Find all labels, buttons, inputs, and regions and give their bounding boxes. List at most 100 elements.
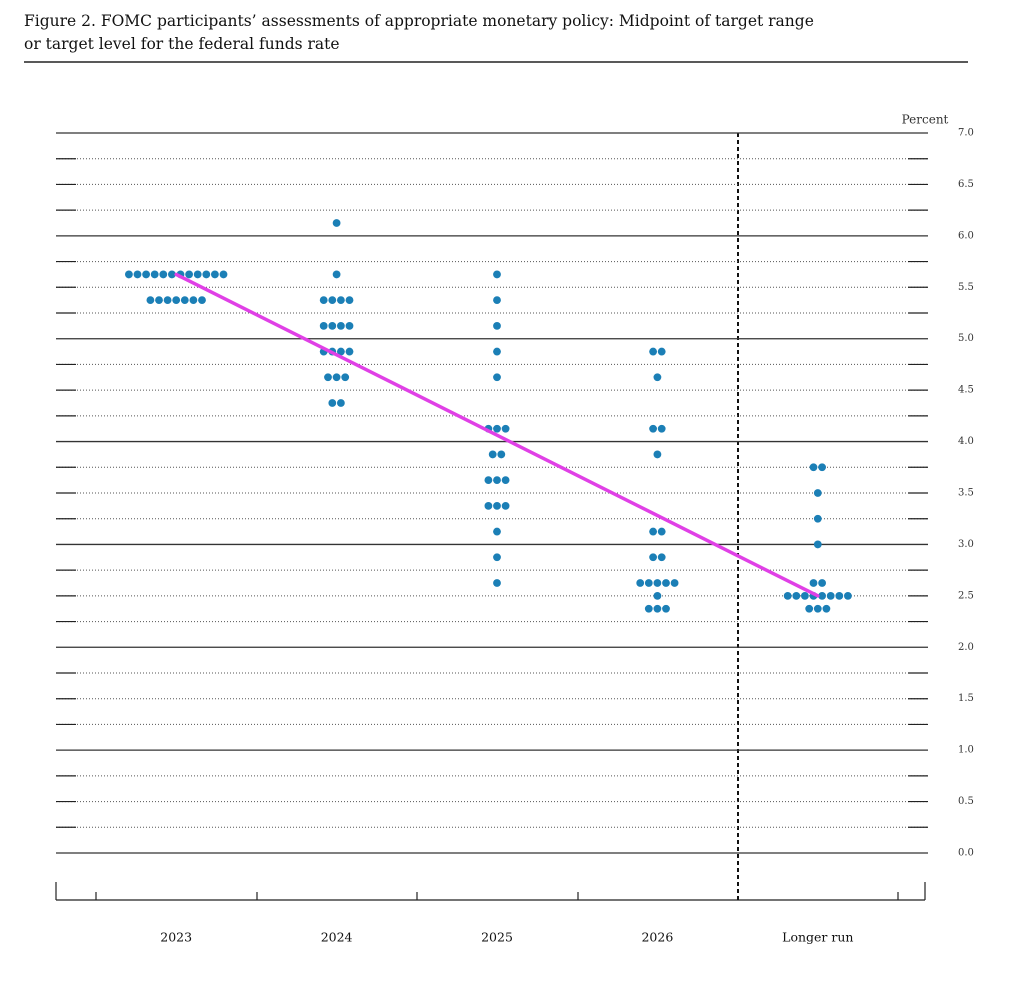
x-tick-label: 2025	[481, 930, 513, 945]
dot	[193, 270, 202, 279]
y-tick-label: 5.0	[958, 333, 974, 344]
x-tick-label: 2023	[160, 930, 192, 945]
dot	[653, 450, 662, 459]
y-tick-label: 2.5	[958, 590, 974, 601]
dot	[328, 296, 337, 305]
dot	[649, 553, 657, 562]
dot	[493, 476, 501, 485]
y-axis-label: Percent	[902, 113, 949, 127]
y-tick-label: 0.0	[958, 848, 974, 859]
dot	[337, 399, 345, 407]
dot	[809, 463, 818, 472]
dot	[219, 270, 228, 279]
dot	[484, 501, 493, 510]
dot	[332, 219, 341, 227]
dot	[146, 296, 155, 305]
dot	[150, 270, 159, 279]
dot	[636, 579, 645, 587]
dot	[345, 296, 354, 305]
dot	[319, 296, 328, 305]
dot	[493, 527, 501, 536]
dot	[493, 296, 501, 305]
dot	[501, 476, 510, 485]
dot	[809, 579, 818, 587]
chart-title: Figure 2. FOMC participants’ assessments…	[24, 12, 814, 30]
dot	[813, 514, 822, 523]
dot	[484, 476, 493, 485]
dot	[662, 604, 670, 613]
dot	[493, 424, 501, 433]
dot	[644, 604, 653, 613]
dot	[813, 604, 822, 613]
dot	[657, 347, 666, 356]
dot	[657, 424, 666, 433]
dot	[493, 553, 501, 562]
y-tick-label: 3.0	[958, 539, 974, 550]
y-tick-label: 4.5	[958, 385, 974, 396]
dot	[653, 604, 662, 613]
dot	[319, 321, 328, 330]
dot	[337, 321, 345, 330]
y-tick-label: 1.5	[958, 693, 974, 704]
dot	[805, 604, 814, 613]
dot	[142, 270, 151, 279]
dot	[345, 347, 354, 356]
dot	[649, 424, 657, 433]
dot	[497, 450, 506, 459]
dot	[180, 296, 189, 305]
dot	[653, 579, 662, 587]
dot	[649, 527, 657, 536]
dot	[813, 489, 822, 497]
dot	[163, 296, 172, 305]
dot	[493, 501, 501, 510]
dot	[818, 591, 826, 600]
y-tick-label: 1.0	[958, 745, 974, 756]
dot	[653, 591, 662, 600]
dot	[159, 270, 168, 279]
x-tick-label: 2026	[641, 930, 673, 945]
dot	[653, 373, 662, 382]
y-tick-label: 5.5	[958, 282, 974, 293]
dot	[324, 373, 332, 382]
dot	[172, 296, 181, 305]
x-tick-label: Longer run	[782, 930, 853, 945]
trend-line	[174, 272, 820, 598]
dot	[792, 591, 801, 600]
dot	[662, 579, 670, 587]
dot	[670, 579, 679, 587]
x-axis	[55, 882, 926, 901]
dot	[501, 501, 510, 510]
dot	[493, 373, 501, 382]
dot	[801, 591, 809, 600]
dot	[202, 270, 211, 279]
dot	[124, 270, 133, 279]
dot	[657, 553, 666, 562]
dot	[341, 373, 350, 382]
dot	[826, 591, 835, 600]
y-tick-label: 7.0	[958, 128, 974, 139]
y-tick-label: 2.0	[958, 642, 974, 653]
dot	[332, 373, 341, 382]
chart-title: or target level for the federal funds ra…	[24, 35, 340, 53]
dot	[822, 604, 831, 613]
y-tick-label: 3.5	[958, 488, 974, 499]
y-tick-label: 6.5	[958, 179, 974, 190]
y-tick-label: 6.0	[958, 230, 974, 241]
dot	[783, 591, 792, 600]
y-tick-label: 4.0	[958, 436, 974, 447]
dot	[211, 270, 219, 279]
dot	[189, 296, 198, 305]
dot	[328, 321, 337, 330]
dot	[155, 296, 163, 305]
dot	[185, 270, 194, 279]
x-tick-label: 2024	[321, 930, 353, 945]
dot	[493, 347, 501, 356]
dot	[345, 321, 354, 330]
dot	[649, 347, 657, 356]
dot	[818, 579, 826, 587]
dot	[198, 296, 206, 305]
dot	[328, 399, 337, 407]
dot	[657, 527, 666, 536]
